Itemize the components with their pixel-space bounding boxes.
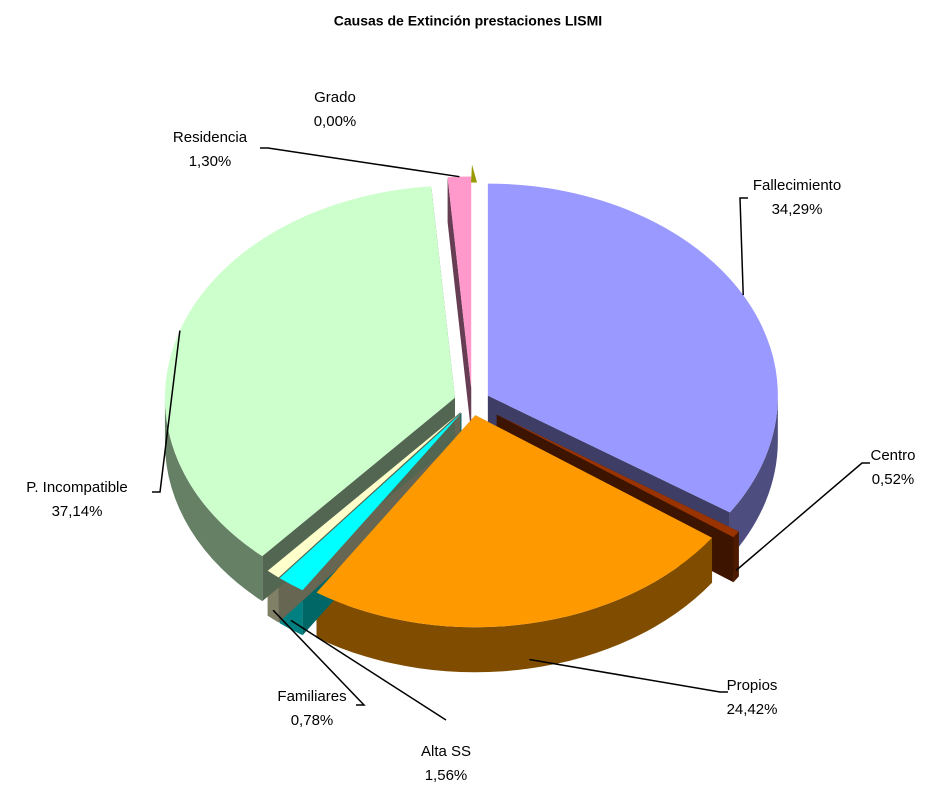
leader-line [260, 147, 460, 178]
slice [487, 183, 778, 513]
leader-line [290, 619, 447, 721]
leader-line [735, 462, 870, 571]
labels: Fallecimiento 34,29% Centro 0,52% Propios 24,… [26, 89, 915, 784]
slice-tops [164, 164, 778, 628]
slice-side [316, 537, 713, 673]
slice-label: Fallecimiento [753, 177, 841, 194]
slice [279, 412, 462, 591]
slice-side [164, 397, 263, 602]
slice-value-label: 0,78% [291, 712, 334, 729]
slice-value-label: 1,30% [189, 153, 232, 170]
slice-side [733, 531, 739, 583]
leader-line [152, 330, 181, 493]
slice-label: P. Incompatible [26, 479, 127, 496]
slice-value-label: 0,52% [872, 471, 915, 488]
leader-line [272, 609, 366, 706]
slice-value-label: 24,42% [727, 701, 778, 718]
leader-line [529, 658, 728, 693]
slice-value-label: 37,14% [52, 503, 103, 520]
slice [471, 164, 477, 183]
slice [164, 186, 455, 557]
leader-line [739, 197, 748, 296]
slice-side [729, 395, 778, 558]
slice [447, 176, 472, 389]
slice-label: Residencia [173, 129, 248, 146]
slice [316, 415, 713, 628]
slice-label: Centro [870, 447, 915, 464]
slice-label: Propios [727, 677, 778, 694]
slice [496, 414, 739, 538]
slice-label: Alta SS [421, 743, 471, 760]
slice-label: Grado [314, 89, 356, 106]
slice-label: Familiares [277, 688, 346, 705]
slice [267, 412, 461, 578]
slice-value-label: 1,56% [425, 767, 468, 784]
chart-title: Causas de Extinción prestaciones LISMI [334, 13, 602, 29]
slice-side [447, 177, 472, 434]
slice-value-label: 34,29% [772, 201, 823, 218]
slice-value-label: 0,00% [314, 113, 357, 130]
